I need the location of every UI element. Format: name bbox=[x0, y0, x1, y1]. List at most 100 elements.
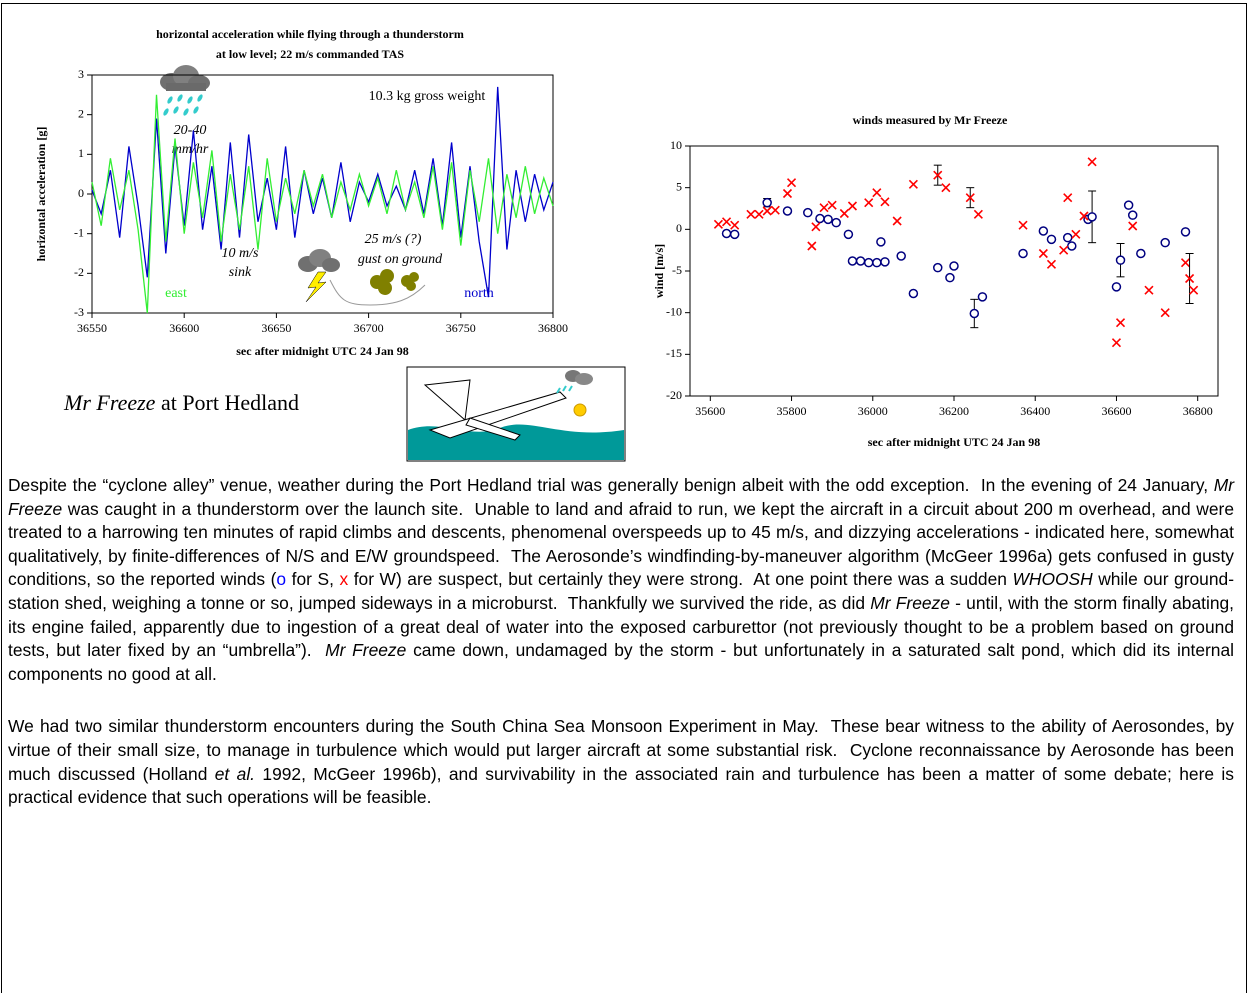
data-point bbox=[908, 179, 918, 189]
x-tick-label: 36800 bbox=[1183, 404, 1213, 418]
x-tick-label: 36400 bbox=[1020, 404, 1050, 418]
data-point bbox=[933, 262, 943, 273]
data-point bbox=[896, 251, 906, 261]
text-run: Despite the “cyclone alley” venue, weath… bbox=[8, 475, 1214, 495]
data-point bbox=[1180, 227, 1191, 237]
y-tick-label: 10 bbox=[670, 138, 682, 152]
y-tick-label: -2 bbox=[74, 265, 84, 279]
data-point bbox=[827, 200, 837, 210]
data-point bbox=[1038, 226, 1049, 236]
text-run: Mr Freeze bbox=[64, 390, 156, 415]
text-run: Mr Freeze bbox=[870, 592, 950, 613]
data-point bbox=[855, 256, 866, 266]
paragraph: We had two similar thunderstorm encounte… bbox=[8, 715, 1234, 809]
data-point bbox=[1111, 338, 1122, 348]
data-point bbox=[782, 188, 793, 199]
data-point bbox=[1067, 241, 1077, 251]
data-point bbox=[1136, 248, 1146, 259]
data-point bbox=[1160, 237, 1170, 248]
gust-icon bbox=[370, 269, 419, 295]
data-point bbox=[1071, 229, 1081, 239]
data-point bbox=[1144, 285, 1154, 295]
chart-title: at low level; 22 m/s commanded TAS bbox=[216, 47, 405, 61]
data-point bbox=[973, 209, 983, 219]
data-point bbox=[863, 257, 874, 268]
data-line bbox=[91, 86, 554, 298]
data-point bbox=[1038, 248, 1048, 259]
x-tick-label: 36650 bbox=[261, 321, 291, 335]
annotation: 20-40 bbox=[174, 123, 207, 138]
text-run: at Port Hedland bbox=[155, 390, 300, 415]
data-point bbox=[823, 214, 833, 225]
text-run: for W) are suspect, but certainly they w… bbox=[348, 569, 1013, 590]
data-point bbox=[815, 213, 825, 224]
data-point bbox=[1189, 285, 1199, 295]
data-point bbox=[770, 205, 780, 215]
page-frame bbox=[1, 3, 1247, 993]
data-point bbox=[811, 222, 821, 232]
data-point bbox=[872, 257, 882, 268]
data-point bbox=[843, 229, 854, 240]
data-point bbox=[1115, 255, 1126, 265]
data-point bbox=[1079, 211, 1089, 221]
y-tick-label: -3 bbox=[74, 305, 84, 319]
x-tick-label: 36600 bbox=[169, 321, 199, 335]
y-tick-label: 1 bbox=[78, 146, 84, 160]
data-point bbox=[1115, 318, 1126, 328]
text-run: We had two similar thunderstorm encounte… bbox=[8, 716, 1239, 784]
x-tick-label: 36600 bbox=[1101, 404, 1131, 418]
data-point bbox=[965, 193, 975, 203]
x-tick-label: 36000 bbox=[858, 404, 888, 418]
data-point bbox=[933, 170, 943, 180]
data-point bbox=[1180, 258, 1191, 268]
plot-area bbox=[689, 145, 1219, 397]
data-point bbox=[1059, 245, 1069, 255]
data-point bbox=[782, 206, 793, 216]
data-point bbox=[819, 203, 829, 213]
x-tick-label: 36550 bbox=[77, 321, 107, 335]
data-point bbox=[1046, 234, 1057, 245]
y-tick-label: -10 bbox=[666, 304, 682, 318]
x-tick-label: 36800 bbox=[538, 321, 568, 335]
x-tick-label: 36750 bbox=[446, 321, 476, 335]
caption: Mr Freeze at Port Hedland bbox=[64, 390, 299, 416]
annotation: sink bbox=[229, 265, 252, 280]
data-point bbox=[1046, 259, 1057, 269]
annotation: east bbox=[165, 286, 187, 301]
y-tick-label: 0 bbox=[676, 221, 682, 235]
data-point bbox=[786, 178, 797, 188]
y-tick-label: -15 bbox=[666, 346, 682, 360]
text-run: WHOOSH bbox=[1012, 569, 1093, 590]
data-point bbox=[730, 220, 740, 230]
data-point bbox=[880, 257, 890, 267]
data-point bbox=[1128, 221, 1138, 231]
data-point bbox=[977, 292, 988, 302]
data-point bbox=[762, 197, 772, 208]
y-tick-label: -1 bbox=[74, 225, 84, 239]
data-point bbox=[872, 188, 882, 198]
data-point bbox=[1087, 157, 1097, 167]
data-point bbox=[831, 217, 841, 228]
data-point bbox=[807, 241, 817, 251]
y-tick-label: 0 bbox=[78, 186, 84, 200]
body-text: Despite the “cyclone alley” venue, weath… bbox=[8, 474, 1234, 839]
text-run: was caught in a thunderstorm over the la… bbox=[8, 498, 1239, 590]
data-point bbox=[754, 209, 764, 219]
data-point bbox=[803, 207, 813, 218]
x-tick-label: 35600 bbox=[695, 404, 725, 418]
data-point bbox=[1062, 232, 1073, 243]
annotation: 10 m/s bbox=[222, 246, 260, 261]
x-axis-title: sec after midnight UTC 24 Jan 98 bbox=[868, 435, 1040, 449]
data-point bbox=[1063, 193, 1073, 203]
data-point bbox=[1111, 282, 1122, 292]
text-run: Mr Freeze bbox=[325, 640, 407, 661]
text-run: Mr Freeze bbox=[8, 475, 1239, 519]
data-point bbox=[762, 206, 772, 216]
data-point bbox=[713, 219, 723, 229]
data-point bbox=[729, 229, 740, 240]
data-point bbox=[945, 272, 955, 283]
data-point bbox=[721, 228, 732, 239]
rain-cloud-icon bbox=[160, 65, 210, 116]
y-tick-label: -20 bbox=[666, 388, 682, 402]
